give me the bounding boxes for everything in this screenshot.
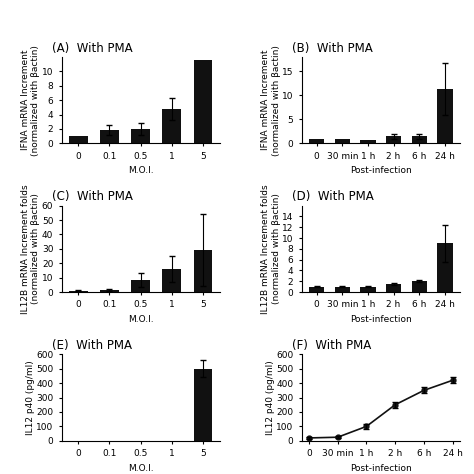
- Y-axis label: IL12 p40 (pg/ml): IL12 p40 (pg/ml): [26, 360, 35, 435]
- Y-axis label: IFNA mRNA Increment
(normalized with βactin): IFNA mRNA Increment (normalized with βac…: [21, 45, 40, 155]
- Bar: [194, 369, 212, 441]
- Bar: [360, 287, 376, 292]
- Text: (A)  With PMA: (A) With PMA: [52, 42, 133, 55]
- Bar: [100, 290, 119, 292]
- Bar: [386, 284, 401, 292]
- Bar: [309, 138, 324, 143]
- Bar: [131, 280, 150, 292]
- Bar: [335, 138, 350, 143]
- Bar: [411, 136, 427, 143]
- Bar: [194, 250, 212, 292]
- Text: (B)  With PMA: (B) With PMA: [292, 42, 373, 55]
- Y-axis label: IFNA mRNA Increment
(normalized with βactin): IFNA mRNA Increment (normalized with βac…: [261, 45, 281, 155]
- Bar: [163, 269, 181, 292]
- X-axis label: M.O.I.: M.O.I.: [128, 315, 154, 324]
- Bar: [163, 109, 181, 143]
- Y-axis label: IL12B mRNA Increment folds
(normalized with βactin): IL12B mRNA Increment folds (normalized w…: [21, 184, 40, 314]
- Bar: [69, 291, 88, 292]
- Bar: [131, 129, 150, 143]
- Bar: [411, 281, 427, 292]
- Bar: [437, 89, 453, 143]
- Bar: [360, 139, 376, 143]
- X-axis label: Post-infection: Post-infection: [350, 464, 411, 473]
- X-axis label: M.O.I.: M.O.I.: [128, 166, 154, 175]
- Bar: [100, 130, 119, 143]
- Text: (E)  With PMA: (E) With PMA: [52, 339, 132, 352]
- X-axis label: M.O.I.: M.O.I.: [128, 464, 154, 473]
- Bar: [194, 61, 212, 143]
- Text: (D)  With PMA: (D) With PMA: [292, 190, 374, 203]
- Bar: [69, 136, 88, 143]
- Text: (C)  With PMA: (C) With PMA: [52, 190, 133, 203]
- Bar: [437, 244, 453, 292]
- Bar: [386, 136, 401, 143]
- X-axis label: Post-infection: Post-infection: [350, 166, 411, 175]
- Bar: [335, 287, 350, 292]
- Y-axis label: IL12B mRNA Increment folds
(normalized with βactin): IL12B mRNA Increment folds (normalized w…: [261, 184, 281, 314]
- X-axis label: Post-infection: Post-infection: [350, 315, 411, 324]
- Y-axis label: IL12 p40 (pg/ml): IL12 p40 (pg/ml): [266, 360, 275, 435]
- Text: (F)  With PMA: (F) With PMA: [292, 339, 372, 352]
- Bar: [309, 287, 324, 292]
